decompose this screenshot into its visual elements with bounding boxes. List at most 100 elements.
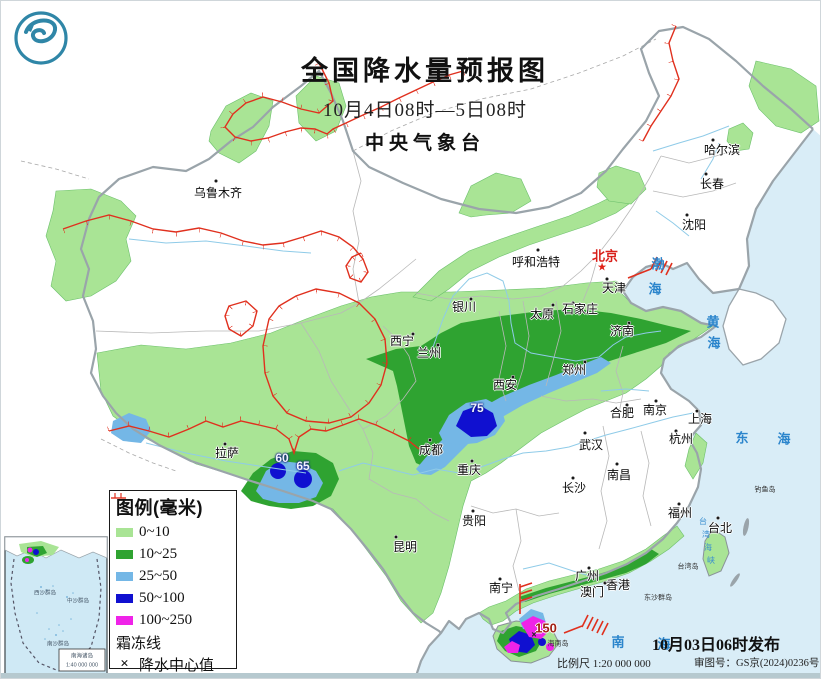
legend-swatch (116, 571, 133, 581)
city-dot (435, 342, 441, 348)
province-boundary (545, 300, 562, 387)
city-dot (715, 515, 721, 521)
legend-title: 图例(毫米) (116, 498, 203, 518)
precip-area-25-50-band (416, 357, 611, 475)
title-block: 全国降水量预报图 10月4日08时—5日08时 中央气象台 (301, 49, 549, 155)
precip-area-0-10-northeast-corner (748, 60, 820, 134)
inset-hainan-magenta (25, 558, 29, 562)
precip-area-50-100-tibet-east (294, 470, 312, 488)
issue-time: 10月03日06时发布 (652, 637, 781, 654)
city-dot (626, 320, 632, 326)
legend-item: 50~100 (116, 587, 230, 609)
frost-line-label: 霜冻线 (116, 635, 162, 652)
city-dot (497, 576, 503, 582)
city-dot (602, 580, 608, 586)
precip-area-0-10-inner-mongolia-band (412, 190, 637, 302)
city-dot (469, 458, 475, 464)
legend-range-label: 50~100 (139, 589, 185, 606)
province-boundary (598, 425, 610, 550)
map-scale: 比例尺 1:20 000 000 (557, 658, 651, 670)
legend-item: 0~10 (116, 521, 230, 543)
province-boundary (615, 345, 624, 414)
cma-logo (14, 11, 68, 65)
small-islands (730, 487, 760, 587)
city-dot (694, 408, 700, 414)
yangtze-river (338, 412, 694, 476)
pearl-river (522, 562, 594, 578)
legend-item: 25~50 (116, 565, 230, 587)
approval-number: 审图号：GS京(2024)0236号 (694, 658, 820, 669)
songhua-river (652, 125, 730, 152)
legend-item-precip-center: × 降水中心值 (116, 653, 230, 675)
province-boundary (652, 182, 737, 198)
precip-area-100-250-leizhou (521, 616, 549, 639)
province-boundary (512, 508, 522, 592)
inset-scale-box (58, 648, 106, 672)
liao-river (655, 210, 690, 237)
precip-area-10-25-guangdong-coast (519, 549, 659, 602)
province-boundary (660, 148, 740, 164)
city-dot (427, 437, 433, 443)
city-dot (535, 247, 541, 253)
precip-area-50-100-hainan-east (538, 638, 546, 646)
city-dot (410, 331, 416, 337)
precip-area-0-10-west-xinjiang (45, 188, 137, 302)
legend-item: 100~250 (116, 609, 230, 631)
city-dot (614, 461, 620, 467)
agency-name: 中央气象台 (364, 133, 485, 154)
korea-peninsula (722, 288, 787, 366)
tarim-river (128, 238, 312, 254)
city-dots-layer (213, 137, 721, 586)
bottom-strip (1, 673, 820, 678)
city-dot (673, 428, 679, 434)
city-dot (570, 475, 576, 481)
legend-item-frost-line: 霜冻线 (111, 493, 230, 653)
legend-swatch (116, 527, 133, 537)
precip-area-100-250-hainan-east (546, 643, 554, 651)
typhoon-symbol-nanning (519, 582, 533, 614)
legend-swatch (116, 549, 133, 559)
typhoon-symbol-hainan (563, 614, 609, 636)
legend-swatch (116, 593, 133, 603)
city-dot (703, 171, 709, 177)
inset-precip-magenta (27, 547, 33, 553)
precip-area-0-10-zhejiang-coast (684, 432, 708, 480)
legend-swatch (116, 615, 133, 625)
province-boundary (415, 155, 662, 300)
frost-line-small-loop (225, 301, 257, 336)
taiwan-island (702, 528, 730, 577)
frost-line-qinghai-loop (263, 289, 387, 423)
precip-area-50-100-shaanxi (456, 405, 497, 437)
map-title: 全国降水量预报图 (301, 56, 549, 86)
city-dot (570, 300, 576, 306)
precip-area-0-10-mongolia-border (458, 172, 532, 218)
legend-range-label: 100~250 (139, 611, 193, 628)
city-dot (468, 296, 474, 302)
city-dot (604, 276, 610, 282)
precip-area-0-10-harbin-east (726, 122, 754, 152)
province-boundary (515, 300, 530, 392)
city-dot (213, 178, 219, 184)
province-boundary (640, 430, 652, 527)
yellow-river (432, 272, 662, 362)
city-dot (470, 508, 476, 514)
inset-islands (36, 585, 74, 640)
city-dot (393, 534, 399, 540)
city-dot (653, 398, 659, 404)
precip-area-50-100-tibet-west (270, 463, 286, 479)
forecast-period: 10月4日08时—5日08时 (322, 100, 527, 121)
frost-line-north-xinjiang (225, 62, 463, 141)
typhoon-symbol-bohai (627, 256, 673, 279)
city-dot (710, 137, 716, 143)
songhua-river-branch (700, 142, 720, 180)
frost-line-northeast (643, 26, 680, 141)
legend-range-label: 10~25 (139, 545, 178, 562)
legend-range-label: 25~50 (139, 567, 178, 584)
frost-line-icon (111, 493, 126, 499)
province-boundary (470, 505, 560, 517)
city-dot (582, 430, 588, 436)
legend-range-label: 0~10 (139, 523, 170, 540)
legend-items: 0~10 10~25 25~50 50~100 100~250 (116, 521, 230, 631)
